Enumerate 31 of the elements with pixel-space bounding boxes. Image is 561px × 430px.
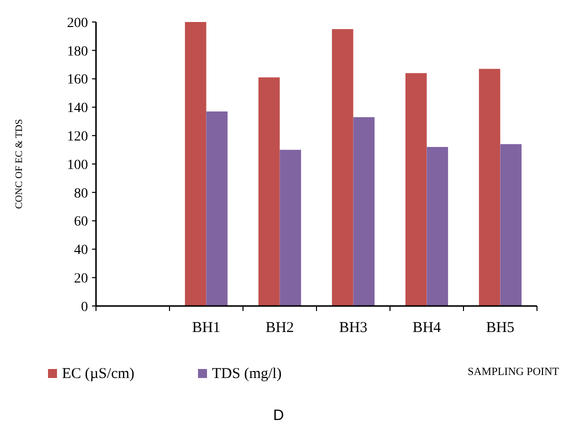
y-tick-label: 200 <box>67 16 88 31</box>
y-tick-label: 120 <box>67 130 88 144</box>
bar <box>478 68 500 306</box>
legend-label: TDS (mg/l) <box>212 366 282 382</box>
bar <box>426 146 448 306</box>
y-tick-label: 0 <box>81 300 88 315</box>
bar <box>280 150 302 306</box>
x-tick-label: BH1 <box>192 320 220 336</box>
bar <box>332 29 354 306</box>
bar <box>353 117 375 306</box>
bar <box>258 77 280 306</box>
y-tick-label: 180 <box>67 44 88 60</box>
x-axis-title: SAMPLING POINT <box>468 366 560 378</box>
y-axis-title: CONC OF EC & TDS <box>14 119 25 209</box>
x-tick-label: BH4 <box>412 320 442 336</box>
y-tick-label: 40 <box>74 243 88 258</box>
x-tick-label: BH2 <box>266 320 294 336</box>
x-tick-label: BH3 <box>339 320 368 336</box>
bar <box>206 111 228 306</box>
y-tick-label: 80 <box>74 186 88 202</box>
legend-label: EC (µS/cm) <box>62 366 134 382</box>
x-tick-label: BH5 <box>486 320 514 336</box>
bar <box>184 22 206 306</box>
y-tick-label: 20 <box>74 272 88 286</box>
bar <box>405 73 427 306</box>
y-tick-label: 140 <box>67 101 88 116</box>
bar <box>500 144 522 306</box>
text: D <box>273 407 284 424</box>
y-tick-label: 60 <box>74 214 88 230</box>
y-tick-label: 100 <box>67 158 88 173</box>
y-tick-label: 160 <box>67 72 88 88</box>
